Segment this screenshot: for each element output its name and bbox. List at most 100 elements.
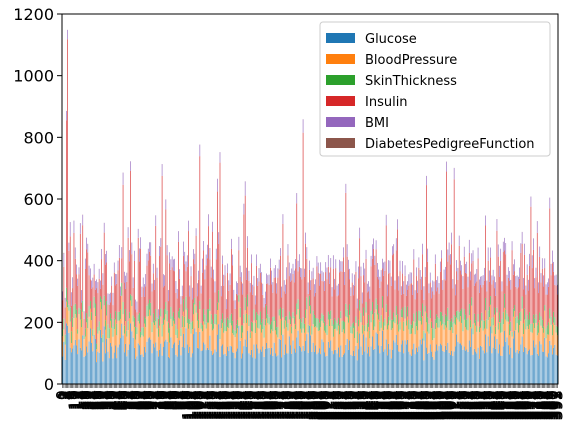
x-tick-label: 103 <box>182 390 201 421</box>
bar-Glucose-242 <box>366 353 368 384</box>
bar-BMI-72 <box>152 263 154 274</box>
bar-SkinThickness-274 <box>407 306 408 317</box>
x-tick-label: 15 <box>72 390 91 410</box>
x-tick-label: 10 <box>65 390 84 410</box>
bar-SkinThickness-352 <box>505 309 507 320</box>
bar-Insulin-2 <box>64 307 66 335</box>
bar-Insulin-92 <box>178 241 179 312</box>
bar-BMI-282 <box>417 280 418 293</box>
bar-SkinThickness-48 <box>122 301 124 315</box>
x-tick-label: 124 <box>209 390 228 421</box>
bar-Insulin-69 <box>149 251 150 300</box>
x-tick-label: 276 <box>400 390 419 421</box>
bar-BMI-167 <box>272 282 274 293</box>
bar-BMI-120 <box>213 269 215 280</box>
bar-SkinThickness-386 <box>548 322 549 335</box>
bar-SkinThickness-63 <box>141 327 143 336</box>
bar-Insulin-173 <box>280 255 281 308</box>
bar-BloodPressure-289 <box>426 322 427 348</box>
bar-SkinThickness-85 <box>169 328 170 343</box>
bar-SkinThickness-188 <box>298 310 300 320</box>
bar-Glucose-78 <box>160 343 162 384</box>
bar-BloodPressure-64 <box>142 336 144 357</box>
bar-BMI-109 <box>199 144 201 157</box>
x-tick-label: 136 <box>224 390 243 421</box>
bar-BloodPressure-302 <box>442 323 444 352</box>
bar-BloodPressure-280 <box>414 334 416 355</box>
bar-BMI-252 <box>379 276 381 288</box>
bar-Glucose-116 <box>208 349 209 384</box>
bar-Insulin-358 <box>512 274 514 309</box>
bar-BloodPressure-344 <box>495 334 496 349</box>
x-tick-label: 219 <box>328 390 347 421</box>
x-tick-label: 144 <box>234 390 253 421</box>
bar-SkinThickness-339 <box>489 306 490 318</box>
bar-Insulin-370 <box>528 290 529 320</box>
bar-BMI-363 <box>519 267 520 279</box>
bar-BloodPressure-3 <box>66 301 67 324</box>
bar-Insulin-172 <box>278 269 280 310</box>
legend-swatch <box>326 117 355 127</box>
x-tick-label: 8 <box>63 390 82 400</box>
bar-Glucose-271 <box>403 353 405 384</box>
y-tick-label: 600 <box>23 190 54 209</box>
bar-Insulin-156 <box>258 281 260 316</box>
bar-Glucose-217 <box>335 349 337 384</box>
bar-Insulin-313 <box>456 271 457 312</box>
x-tick-label: 0 <box>53 390 72 400</box>
bar-SkinThickness-276 <box>409 324 411 335</box>
bar-Insulin-153 <box>254 304 256 323</box>
bar-Insulin-268 <box>399 271 401 323</box>
x-tick-label: 193 <box>296 390 315 421</box>
bar-SkinThickness-3 <box>66 287 67 302</box>
bar-Glucose-185 <box>295 352 296 384</box>
x-tick-label: 91 <box>167 390 186 410</box>
bar-SkinThickness-253 <box>380 315 382 328</box>
bar-BloodPressure-30 <box>100 301 101 330</box>
bar-BMI-15 <box>81 290 82 303</box>
x-tick-label: 171 <box>268 390 287 421</box>
x-tick-label: 329 <box>467 390 486 421</box>
bar-SkinThickness-115 <box>207 309 208 323</box>
bar-Insulin-263 <box>393 253 395 313</box>
bar-BloodPressure-85 <box>169 342 170 359</box>
bar-BMI-193 <box>305 232 306 244</box>
bar-Insulin-110 <box>200 293 202 323</box>
bar-Insulin-364 <box>520 252 522 312</box>
bar-Insulin-202 <box>316 266 318 319</box>
x-tick-label: 221 <box>331 390 350 421</box>
bar-BMI-127 <box>222 255 223 265</box>
bar-BloodPressure-157 <box>259 324 261 350</box>
bar-Insulin-247 <box>373 248 374 320</box>
bar-BloodPressure-323 <box>468 315 470 341</box>
bar-BloodPressure-256 <box>384 325 386 350</box>
bar-Glucose-388 <box>550 345 552 384</box>
bar-BloodPressure-101 <box>189 324 191 347</box>
bar-BloodPressure-374 <box>533 322 534 341</box>
bar-BMI-348 <box>500 248 502 261</box>
bar-BloodPressure-51 <box>126 336 128 357</box>
bar-BloodPressure-15 <box>81 327 82 351</box>
bar-Glucose-255 <box>383 351 384 385</box>
bar-Insulin-37 <box>108 304 110 329</box>
bar-SkinThickness-344 <box>495 326 496 335</box>
bar-SkinThickness-353 <box>506 313 508 322</box>
bar-BMI-351 <box>504 238 505 251</box>
bar-BMI-148 <box>248 270 250 282</box>
bar-Insulin-349 <box>501 291 503 319</box>
bar-SkinThickness-166 <box>271 321 272 330</box>
bar-Glucose-289 <box>426 347 427 384</box>
x-tick-label: 194 <box>297 390 316 421</box>
bar-Insulin-9 <box>73 232 75 306</box>
bar-Glucose-131 <box>227 346 228 384</box>
x-tick-label: 135 <box>223 390 242 421</box>
bar-Glucose-158 <box>261 351 262 385</box>
bar-BloodPressure-202 <box>316 327 318 355</box>
x-tick-label: 18 <box>75 390 94 410</box>
x-tick-label: 372 <box>521 390 540 421</box>
bar-BMI-86 <box>170 259 172 270</box>
bar-SkinThickness-331 <box>479 326 480 333</box>
bar-Insulin-226 <box>346 256 348 310</box>
bar-BMI-194 <box>306 247 308 259</box>
x-tick-label: 206 <box>312 390 331 421</box>
